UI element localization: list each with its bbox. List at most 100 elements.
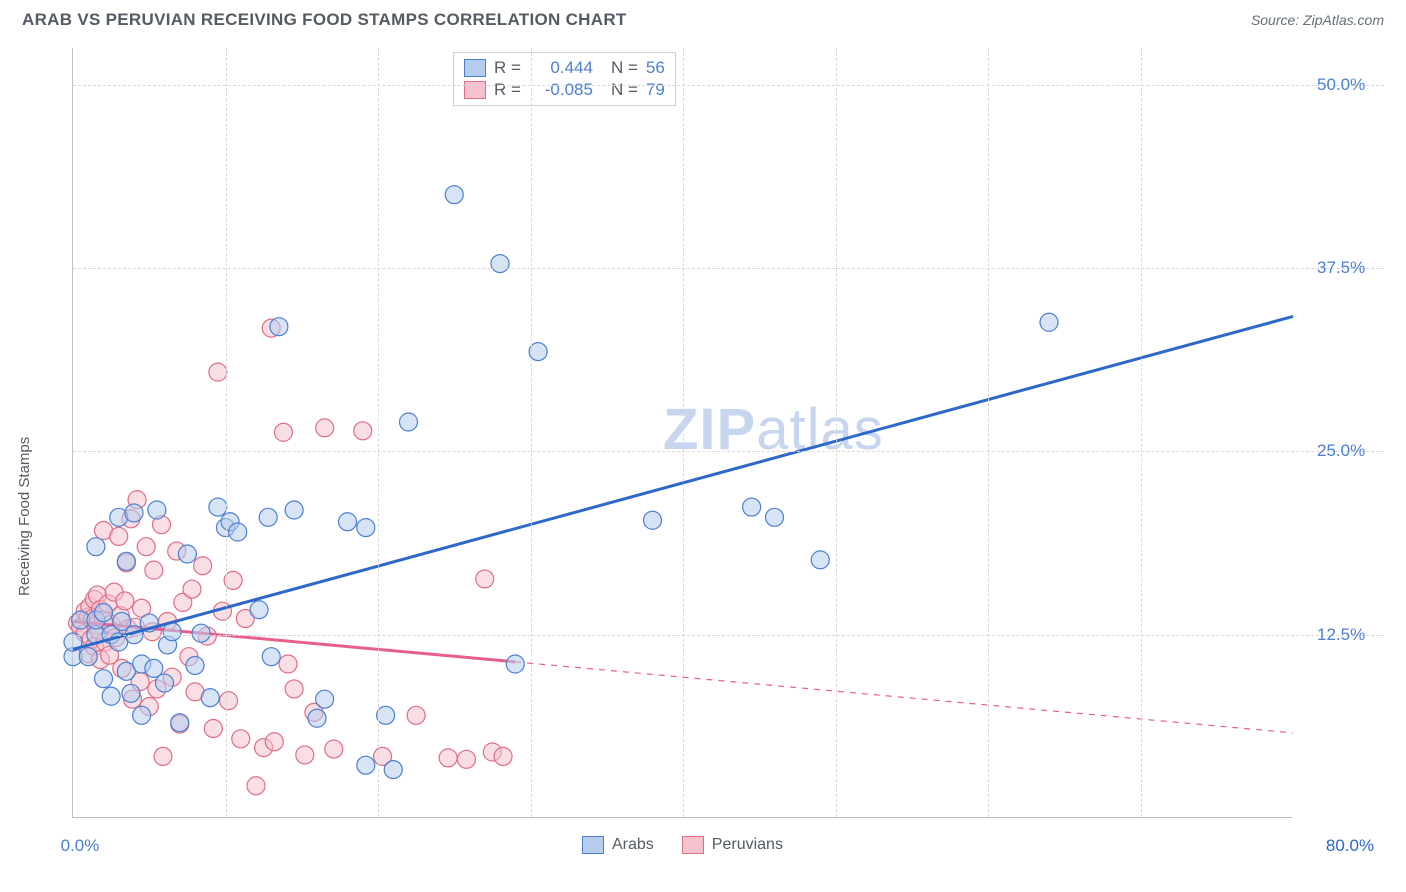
arabs-point [178,545,196,563]
plot-area: ZIPatlas R = 0.444 N = 56R = -0.085 N = … [72,48,1292,818]
legend-r-label: R = [494,58,521,78]
peruvians-point [110,527,128,545]
arabs-point [87,538,105,556]
gridline-vertical [836,48,837,817]
x-tick-label-min: 0.0% [61,836,100,856]
arabs-point [377,706,395,724]
arabs-point [148,501,166,519]
legend-r-value: -0.085 [529,80,593,100]
arabs-point [259,508,277,526]
arabs-point [117,552,135,570]
peruvians-point [325,740,343,758]
peruvians-point [209,363,227,381]
peruvians-point [476,570,494,588]
gridline-horizontal [73,451,1384,452]
legend-n-value: 56 [646,58,665,78]
arabs-point [491,255,509,273]
arabs-point [743,498,761,516]
arabs-point [171,714,189,732]
legend-n-value: 79 [646,80,665,100]
legend-swatch [464,59,486,77]
peruvians-point [247,777,265,795]
arabs-point [125,504,143,522]
legend-n-label: N = [611,80,638,100]
arabs-point [262,648,280,666]
arabs-point [400,413,418,431]
gridline-vertical [531,48,532,817]
peruvians-point [224,571,242,589]
arabs-point [1040,313,1058,331]
gridline-vertical [226,48,227,817]
arabs-point [250,601,268,619]
y-tick-label: 25.0% [1317,441,1365,461]
arabs-point [133,706,151,724]
peruvians-point [204,720,222,738]
arabs-point [506,655,524,673]
peruvians-point [265,733,283,751]
gridline-vertical [378,48,379,817]
peruvians-point [137,538,155,556]
arabs-point [285,501,303,519]
peruvians-point [145,561,163,579]
arabs-point [186,656,204,674]
arabs-point [79,648,97,666]
arabs-point [445,186,463,204]
peruvians-point [232,730,250,748]
gridline-vertical [683,48,684,817]
peruvians-point [457,750,475,768]
arabs-point [209,498,227,516]
arabs-point [95,670,113,688]
arabs-point [339,513,357,531]
peruvians-point [354,422,372,440]
peruvians-trendline-extrapolated [515,662,1293,733]
arabs-point [357,519,375,537]
peruvians-point [316,419,334,437]
arabs-point [384,761,402,779]
peruvians-point [220,692,238,710]
legend-label: Peruvians [712,836,783,854]
arabs-point [270,318,288,336]
gridline-horizontal [73,85,1384,86]
arabs-point [95,604,113,622]
legend-swatch [682,836,704,854]
arabs-point [811,551,829,569]
peruvians-point [407,706,425,724]
legend-swatch [582,836,604,854]
peruvians-point [285,680,303,698]
gridline-horizontal [73,268,1384,269]
arabs-point [766,508,784,526]
peruvians-point [494,747,512,765]
peruvians-point [194,557,212,575]
gridline-vertical [988,48,989,817]
correlation-legend: R = 0.444 N = 56R = -0.085 N = 79 [453,52,676,106]
legend-item: Peruvians [682,836,783,854]
legend-r-label: R = [494,80,521,100]
arabs-point [644,511,662,529]
legend-row: R = 0.444 N = 56 [464,57,665,79]
peruvians-point [183,580,201,598]
peruvians-point [274,423,292,441]
peruvians-point [296,746,314,764]
legend-row: R = -0.085 N = 79 [464,79,665,101]
y-axis-label: Receiving Food Stamps [16,437,33,596]
arabs-point [529,343,547,361]
peruvians-point [439,749,457,767]
arabs-point [308,709,326,727]
arabs-point [156,674,174,692]
peruvians-point [116,592,134,610]
arabs-point [357,756,375,774]
peruvians-point [154,747,172,765]
arabs-point [122,684,140,702]
source-attribution: Source: ZipAtlas.com [1251,12,1384,28]
arabs-point [201,689,219,707]
y-tick-label: 12.5% [1317,625,1365,645]
gridline-horizontal [73,635,1384,636]
peruvians-point [279,655,297,673]
legend-n-label: N = [611,58,638,78]
arabs-point [192,624,210,642]
series-legend: ArabsPeruvians [582,836,783,854]
arabs-point [316,690,334,708]
x-tick-label-max: 80.0% [1326,836,1374,856]
arabs-point [229,523,247,541]
y-tick-label: 50.0% [1317,75,1365,95]
